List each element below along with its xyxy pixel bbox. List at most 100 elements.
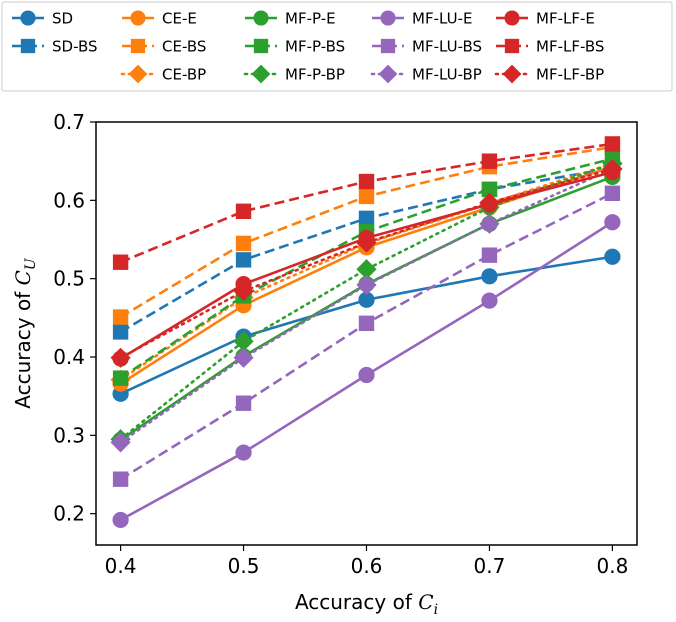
legend-marker-ce-bs — [130, 38, 146, 54]
legend: SD SD-BS CE-E CE-BS CE-BP MF-P-E MF-P-BS MF-P-B… — [1, 1, 673, 92]
legend-label-sd: SD — [52, 10, 73, 28]
legend-label-mf-lf-e: MF-LF-E — [536, 10, 595, 28]
data-point-mf-lf-bs-4 — [604, 136, 621, 152]
data-point-mf-lf-bs-2 — [358, 173, 375, 190]
data-point-ce-bs-1 — [235, 235, 252, 252]
series-line-mf-p-bp — [119, 162, 614, 441]
legend-label-mf-lf-bp: MF-LF-BP — [536, 66, 604, 84]
legend-label-ce-e: CE-E — [162, 10, 197, 28]
legend-label-ce-bs: CE-BS — [162, 38, 206, 56]
y-tick-label: 0.4 — [53, 345, 85, 369]
data-point-mf-lf-bs-1 — [235, 203, 252, 219]
legend-item-mf-lu-bs: MF-LU-BS — [372, 38, 482, 56]
legend-marker-mf-lf-e — [504, 10, 520, 26]
data-point-mf-lu-bp-2 — [356, 274, 377, 296]
legend-label-sd-bs: SD-BS — [52, 38, 98, 56]
legend-item-mf-p-e: MF-P-E — [245, 10, 336, 28]
data-point-mf-lu-bs-3 — [481, 247, 498, 263]
data-point-mf-p-bp-2 — [356, 259, 377, 280]
x-tick-label: 0.7 — [474, 554, 506, 578]
legend-item-ce-bp: CE-BP — [120, 64, 206, 84]
axes: 0.4 0.5 0.6 0.7 0.8 0.2 0.3 0.4 0.5 0.6 0.7 — [53, 110, 638, 578]
x-axis-label: Accuracy of Ci — [295, 590, 438, 618]
legend-label-mf-lu-e: MF-LU-E — [412, 10, 472, 28]
data-point-sd-2 — [358, 291, 375, 308]
axis-labels: Accuracy of Ci Accuracy of CU — [11, 257, 438, 618]
legend-label-mf-lu-bp: MF-LU-BP — [412, 66, 482, 84]
series-mf-lu-e — [112, 214, 621, 529]
legend-item-ce-bs: CE-BS — [122, 38, 206, 56]
legend-item-mf-lu-e: MF-LU-E — [372, 10, 472, 28]
x-tick-label: 0.6 — [351, 554, 383, 578]
legend-marker-mf-lu-bs — [380, 38, 396, 54]
legend-marker-mf-p-bp — [251, 64, 271, 84]
legend-frame — [1, 1, 673, 92]
legend-marker-sd-bs — [20, 38, 36, 54]
legend-label-mf-lu-bs: MF-LU-BS — [412, 38, 482, 56]
data-point-mf-p-bp-1 — [233, 331, 254, 352]
legend-item-ce-e: CE-E — [122, 10, 197, 28]
series-mf-lf-bp — [110, 158, 623, 368]
data-point-mf-lu-bp-0 — [110, 432, 131, 453]
legend-item-sd-bs: SD-BS — [12, 38, 98, 56]
data-point-sd-3 — [481, 268, 498, 285]
data-point-mf-lu-bs-1 — [235, 395, 252, 411]
data-point-sd-4 — [604, 248, 621, 265]
data-point-mf-lu-e-2 — [358, 366, 375, 384]
y-axis-label: Accuracy of CU — [11, 257, 39, 409]
legend-item-mf-lf-bs: MF-LF-BS — [496, 38, 604, 56]
x-tick-label: 0.5 — [228, 554, 260, 578]
legend-item-mf-lu-bp: MF-LU-BP — [370, 64, 482, 84]
data-point-mf-lf-bp-4 — [602, 158, 623, 180]
y-tick-label: 0.2 — [53, 502, 85, 526]
data-point-mf-lf-bp-2 — [356, 232, 377, 253]
data-point-mf-lf-bp-0 — [110, 347, 131, 368]
legend-label-ce-bp: CE-BP — [162, 66, 206, 84]
legend-label-mf-p-bp: MF-P-BP — [285, 66, 345, 84]
legend-marker-mf-p-e — [253, 10, 269, 26]
data-point-mf-lf-bp-3 — [479, 192, 500, 213]
legend-item-mf-p-bs: MF-P-BS — [245, 38, 345, 56]
plot-series — [110, 136, 623, 529]
legend-item-mf-lf-bp: MF-LF-BP — [494, 64, 604, 84]
legend-marker-mf-lf-bs — [504, 38, 520, 54]
data-point-sd-bs-0 — [112, 324, 129, 340]
legend-marker-mf-p-bs — [253, 38, 269, 54]
data-point-mf-lf-bs-3 — [481, 153, 498, 169]
legend-marker-ce-e — [130, 10, 146, 26]
data-point-ce-bs-2 — [358, 188, 375, 205]
data-point-mf-lf-bs-0 — [112, 254, 129, 270]
data-point-mf-lu-bp-1 — [233, 347, 254, 368]
x-tick-label: 0.8 — [597, 554, 629, 578]
data-point-sd-bs-1 — [235, 252, 252, 268]
data-point-mf-p-bs-0 — [112, 370, 129, 386]
data-point-mf-lu-e-1 — [235, 444, 252, 461]
data-point-sd-bs-2 — [358, 210, 375, 227]
x-tick-label: 0.4 — [105, 554, 137, 578]
legend-marker-mf-lu-bp — [378, 64, 398, 84]
data-point-mf-lu-bs-4 — [604, 185, 621, 201]
data-point-mf-lu-bp-3 — [479, 213, 500, 234]
y-tick-label: 0.6 — [53, 188, 85, 212]
legend-item-mf-lf-e: MF-LF-E — [496, 10, 595, 28]
series-line-mf-lu-bp — [119, 167, 614, 444]
data-point-ce-bs-0 — [112, 309, 129, 325]
legend-marker-mf-lu-e — [380, 10, 396, 26]
legend-item-sd: SD — [12, 10, 73, 28]
y-tick-label: 0.5 — [53, 267, 85, 291]
legend-marker-sd — [20, 10, 36, 26]
data-point-mf-lu-bs-0 — [112, 471, 129, 487]
legend-label-mf-p-bs: MF-P-BS — [285, 38, 345, 56]
data-point-mf-lf-bp-1 — [233, 281, 254, 302]
y-tick-label: 0.7 — [53, 110, 85, 134]
legend-marker-ce-bp — [128, 64, 148, 84]
legend-label-mf-lf-bs: MF-LF-BS — [536, 38, 604, 56]
data-point-mf-lu-e-0 — [112, 511, 129, 529]
series-mf-lf-bs — [112, 136, 621, 270]
legend-item-mf-p-bp: MF-P-BP — [243, 64, 345, 84]
legend-label-mf-p-e: MF-P-E — [285, 10, 336, 28]
y-tick-label: 0.3 — [53, 423, 85, 447]
data-point-mf-lu-bs-2 — [358, 315, 375, 332]
